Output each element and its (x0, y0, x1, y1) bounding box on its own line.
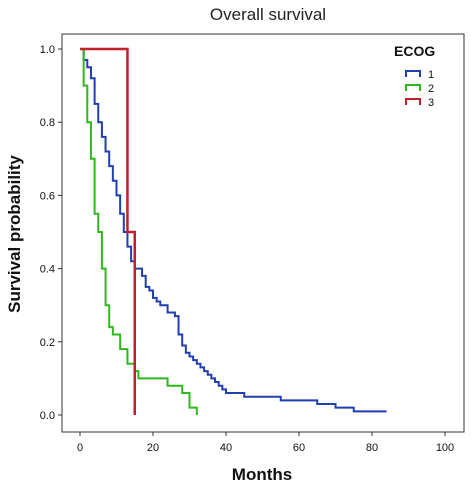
series-line-2 (80, 48, 198, 415)
y-tick-label: 0.8 (40, 117, 55, 129)
legend-label-1: 1 (428, 69, 434, 81)
y-tick-label: 1.0 (40, 44, 55, 56)
legend-label-3: 3 (428, 97, 434, 109)
series-line-1 (80, 48, 387, 413)
y-axis: 0.0 0.2 0.4 0.6 0.8 1.0 (40, 44, 62, 422)
y-tick-label: 0.0 (40, 410, 55, 422)
x-axis: 0 20 40 60 80 100 (77, 432, 454, 454)
x-tick-label: 0 (77, 442, 83, 454)
x-axis-label: Months (232, 465, 292, 484)
legend-title: ECOG (394, 43, 435, 59)
legend-swatch-3 (405, 98, 421, 105)
legend-swatch-2 (405, 84, 421, 91)
x-tick-label: 80 (366, 442, 378, 454)
legend: ECOG 1 2 3 (394, 43, 435, 109)
x-tick-label: 100 (436, 442, 454, 454)
x-tick-label: 40 (220, 442, 232, 454)
y-tick-label: 0.4 (40, 264, 55, 276)
y-axis-label: Survival probability (5, 155, 24, 313)
legend-swatch-1 (405, 70, 421, 77)
y-tick-label: 0.2 (40, 337, 55, 349)
series-line-3 (80, 47, 136, 415)
legend-label-2: 2 (428, 83, 434, 95)
x-tick-label: 60 (293, 442, 305, 454)
series-lines (80, 47, 387, 415)
y-tick-label: 0.6 (40, 190, 55, 202)
plot-frame (61, 33, 465, 433)
x-tick-label: 20 (147, 442, 159, 454)
chart-title: Overall survival (210, 5, 326, 24)
